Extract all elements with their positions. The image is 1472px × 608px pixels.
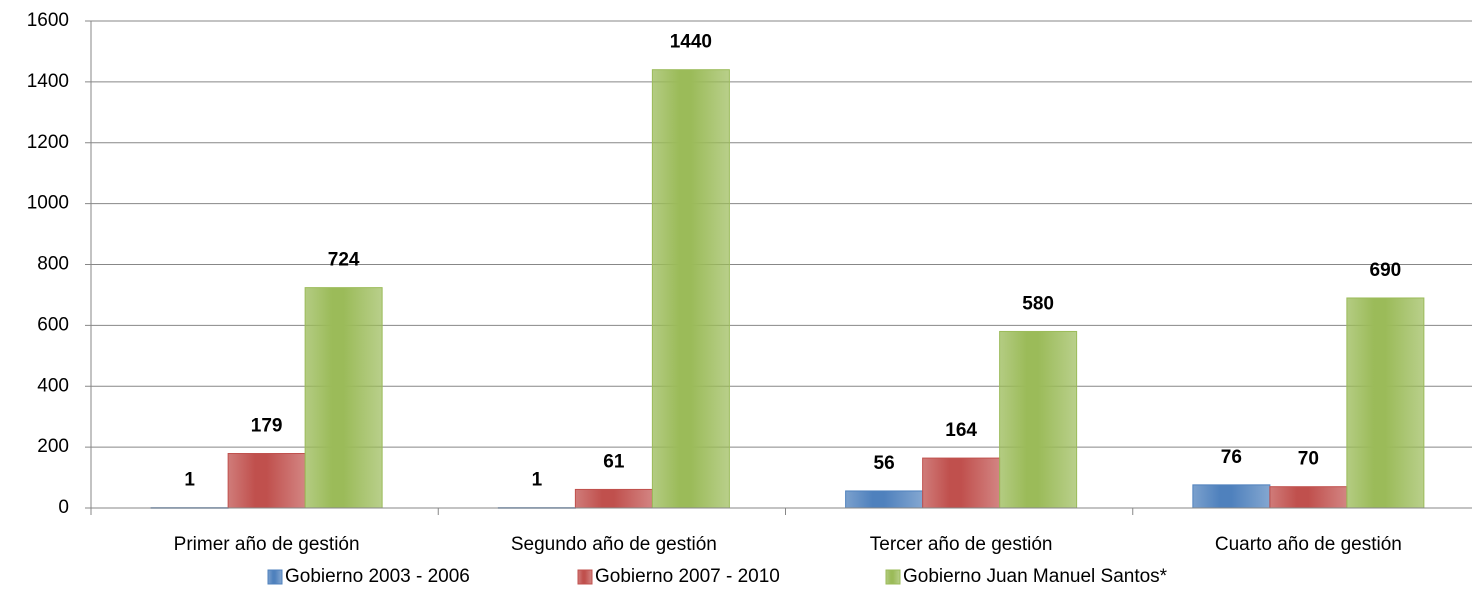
legend-label: Gobierno Juan Manuel Santos* (903, 566, 1168, 587)
data-label: 580 (1022, 293, 1054, 314)
x-tick-label: Primer año de gestión (174, 534, 360, 555)
y-tick-label: 600 (37, 314, 69, 335)
y-tick-label: 200 (37, 436, 69, 457)
y-tick-label: 0 (58, 497, 69, 518)
bar (845, 490, 924, 509)
bar (1269, 486, 1348, 509)
legend-label: Gobierno 2007 - 2010 (595, 566, 780, 587)
bar (999, 330, 1078, 509)
data-label: 164 (945, 420, 977, 441)
data-label: 56 (874, 453, 895, 474)
bar (651, 69, 730, 509)
data-label: 179 (251, 416, 283, 437)
bar (1346, 297, 1425, 509)
data-label: 61 (603, 451, 625, 472)
x-tick-label: Cuarto año de gestión (1215, 534, 1402, 555)
data-label: 724 (328, 250, 360, 271)
data-label: 76 (1221, 447, 1242, 468)
y-tick-label: 1000 (27, 193, 69, 214)
bar (227, 453, 306, 509)
legend-swatch (885, 569, 901, 585)
bar (1192, 484, 1271, 509)
bar (574, 488, 653, 509)
data-label: 1 (532, 470, 543, 491)
y-tick-label: 1600 (27, 10, 69, 31)
bar (304, 287, 383, 509)
x-tick-label: Segundo año de gestión (511, 534, 717, 555)
legend-swatch (267, 569, 283, 585)
data-label: 690 (1370, 260, 1402, 281)
x-tick-label: Tercer año de gestión (870, 534, 1053, 555)
data-label: 70 (1298, 449, 1319, 470)
data-label: 1440 (670, 32, 712, 53)
data-label: 1 (184, 470, 195, 491)
legend-swatch (577, 569, 593, 585)
y-tick-label: 1200 (27, 132, 69, 153)
y-tick-label: 800 (37, 254, 69, 275)
y-tick-label: 1400 (27, 71, 69, 92)
bar (922, 457, 1001, 509)
y-tick-label: 400 (37, 375, 69, 396)
legend-label: Gobierno 2003 - 2006 (285, 566, 470, 587)
